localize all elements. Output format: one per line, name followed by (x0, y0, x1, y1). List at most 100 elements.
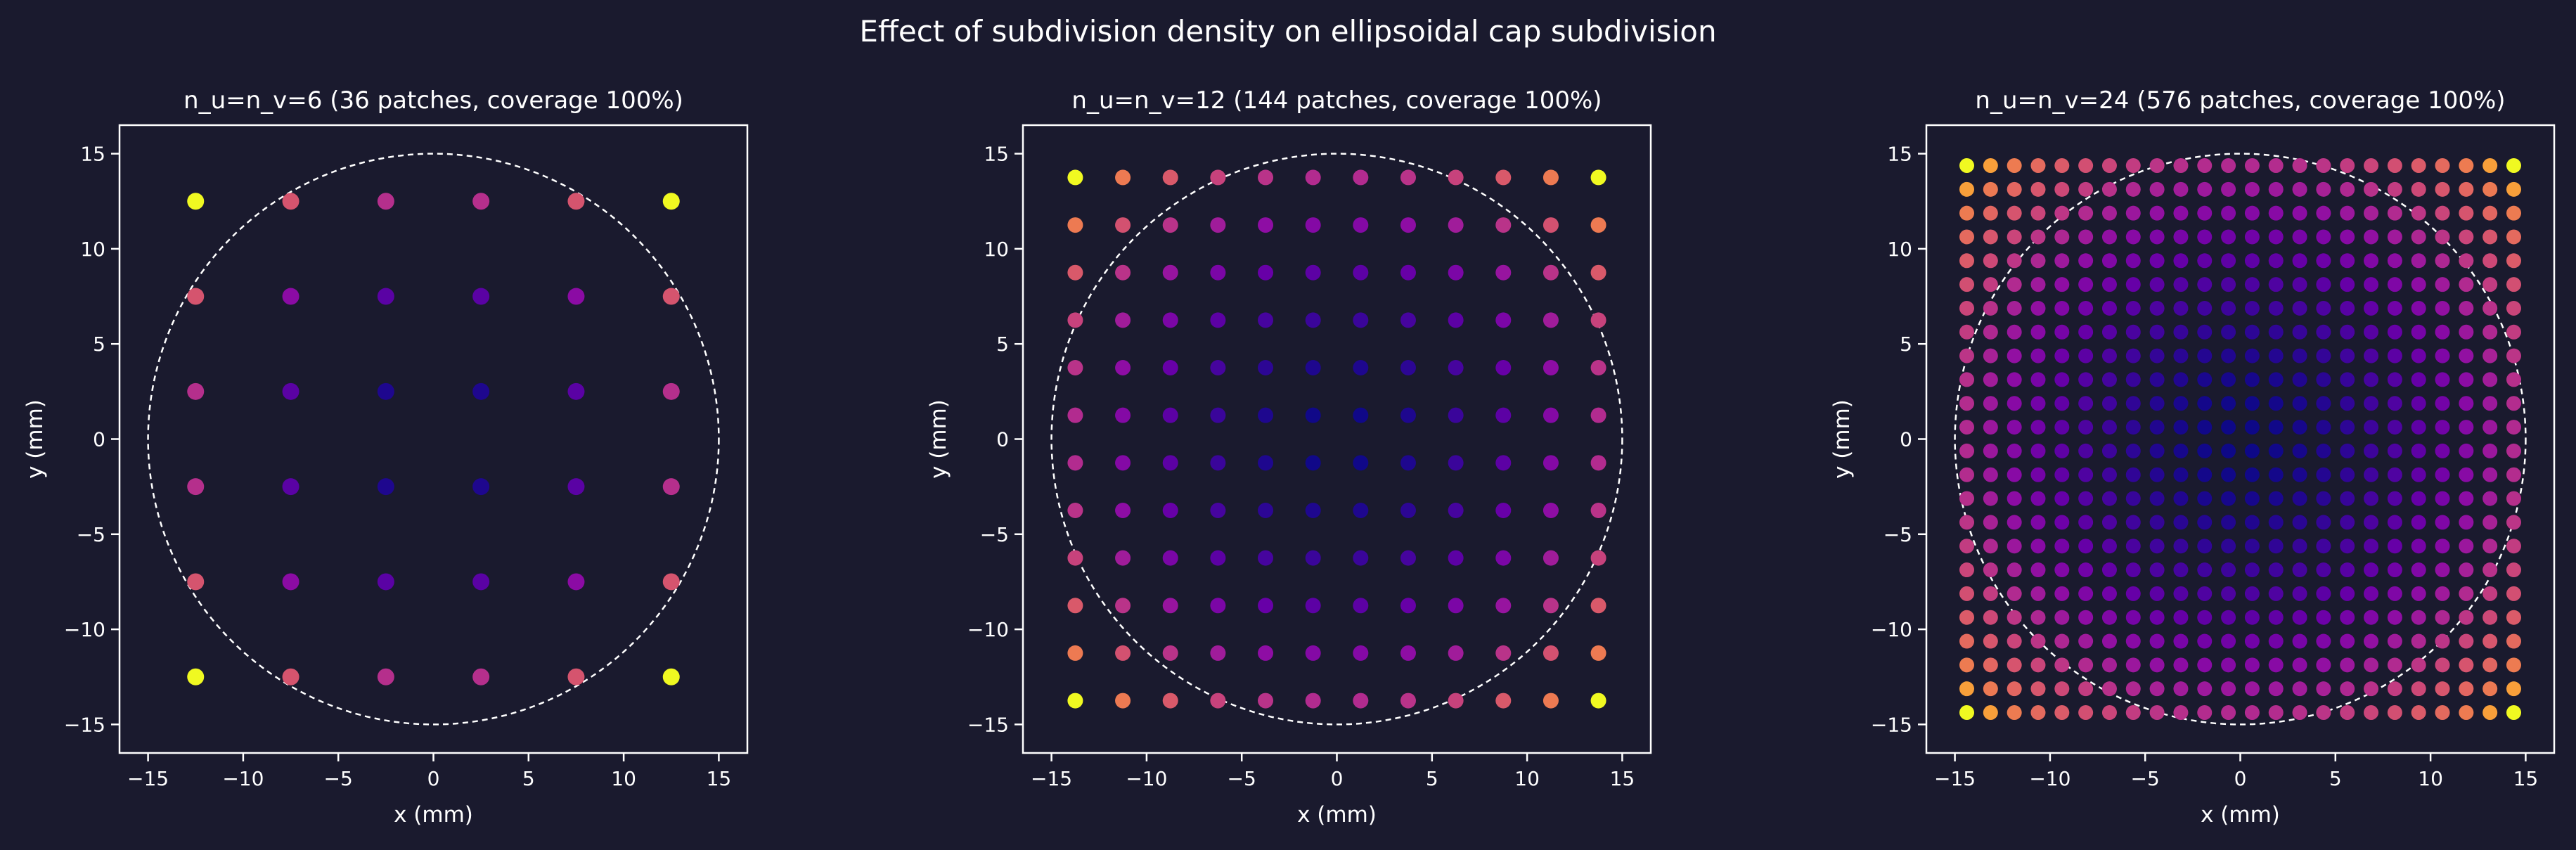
patch-center-point (2387, 348, 2402, 363)
patch-center-point (1448, 598, 1464, 614)
patch-center-point (472, 193, 490, 210)
x-tick-label: 15 (2513, 767, 2539, 790)
patch-center-point (2435, 443, 2450, 458)
patch-center-point (2459, 539, 2474, 554)
patch-center-point (1959, 324, 1975, 340)
patch-center-point (2364, 300, 2379, 316)
patch-center-point (2125, 491, 2141, 506)
patch-center-point (2411, 277, 2426, 292)
patch-center-point (1590, 217, 1606, 233)
patch-center-point (2221, 539, 2236, 554)
patch-center-point (1959, 253, 1975, 269)
patch-center-point (2197, 491, 2213, 506)
patch-center-point (2482, 324, 2498, 340)
patch-center-point (1162, 407, 1178, 423)
patch-center-point (1983, 229, 1998, 245)
patch-center-point (2387, 158, 2402, 174)
patch-center-point (1400, 407, 1416, 423)
y-tick-label: −5 (1883, 523, 1912, 546)
patch-center-point (2030, 396, 2046, 411)
patch-center-point (2030, 300, 2046, 316)
patch-center-point (1959, 491, 1975, 506)
patch-center-point (2411, 300, 2426, 316)
patch-center-point (2482, 586, 2498, 601)
patch-center-point (2292, 396, 2307, 411)
patch-center-point (1067, 407, 1083, 423)
patch-center-point (2292, 158, 2307, 174)
patch-center-point (2340, 586, 2355, 601)
patch-center-point (2030, 562, 2046, 578)
patch-center-point (2244, 586, 2260, 601)
patch-center-point (2125, 420, 2141, 435)
patch-center-point (2459, 205, 2474, 221)
patch-center-point (2292, 491, 2307, 506)
patch-center-point (1983, 253, 1998, 269)
patch-center-point (2125, 467, 2141, 482)
patch-center-point (2125, 181, 2141, 197)
patch-center-point (2221, 348, 2236, 363)
patch-center-point (2506, 704, 2521, 720)
patch-center-point (2411, 515, 2426, 530)
patch-center-point (2030, 158, 2046, 174)
patch-center-point (1115, 217, 1131, 233)
patch-center-point (2364, 324, 2379, 340)
patch-center-point (1353, 169, 1369, 186)
panel-title: n_u=n_v=24 (576 patches, coverage 100%) (1975, 86, 2505, 115)
patch-center-point (2316, 681, 2331, 697)
patch-center-point (2411, 681, 2426, 697)
patch-center-point (2482, 657, 2498, 673)
patch-center-point (2482, 491, 2498, 506)
patch-center-point (377, 478, 394, 496)
x-tick-label: −15 (1031, 767, 1072, 790)
patch-center-point (2340, 657, 2355, 673)
x-tick-label: −10 (2029, 767, 2071, 790)
patch-center-point (2101, 610, 2117, 625)
patch-center-point (2173, 181, 2189, 197)
patch-center-point (1959, 681, 1975, 697)
patch-center-point (2435, 372, 2450, 387)
x-axis-label: x (mm) (2201, 802, 2280, 828)
panel-title: n_u=n_v=12 (144 patches, coverage 100%) (1071, 86, 1602, 115)
patch-center-point (1162, 360, 1178, 376)
patch-center-point (1983, 372, 1998, 387)
y-tick-label: −5 (77, 523, 105, 546)
patch-center-point (2340, 205, 2355, 221)
patch-center-point (2007, 562, 2022, 578)
patch-center-point (2316, 539, 2331, 554)
patch-center-point (2244, 205, 2260, 221)
patch-center-point (1495, 360, 1512, 376)
patch-center-point (2007, 205, 2022, 221)
patch-center-point (1448, 502, 1464, 518)
patch-center-point (2221, 704, 2236, 720)
patch-center-point (2244, 539, 2260, 554)
patch-center-point (282, 288, 300, 305)
patch-center-point (2411, 704, 2426, 720)
patch-center-point (1590, 360, 1606, 376)
patch-center-point (2459, 610, 2474, 625)
patch-center-point (2173, 633, 2189, 649)
patch-center-point (2506, 657, 2521, 673)
patch-center-point (662, 193, 680, 210)
patch-center-point (2173, 443, 2189, 458)
patch-center-point (2197, 610, 2213, 625)
patch-center-point (2268, 515, 2284, 530)
patch-center-point (2364, 539, 2379, 554)
patch-center-point (2125, 586, 2141, 601)
patch-center-point (2030, 205, 2046, 221)
patch-center-point (2506, 681, 2521, 697)
patch-center-point (2173, 300, 2189, 316)
patch-center-point (1353, 217, 1369, 233)
patch-center-point (1959, 205, 1975, 221)
patch-center-point (1115, 645, 1131, 661)
patch-center-point (2101, 704, 2117, 720)
patch-center-point (2459, 348, 2474, 363)
patch-center-point (2149, 633, 2165, 649)
patch-center-point (1258, 645, 1274, 661)
patch-center-point (2173, 704, 2189, 720)
patch-center-point (2340, 633, 2355, 649)
patch-center-point (1543, 645, 1559, 661)
patch-center-point (2149, 205, 2165, 221)
patch-center-point (2387, 681, 2402, 697)
patch-center-point (2387, 633, 2402, 649)
patch-center-point (2125, 657, 2141, 673)
